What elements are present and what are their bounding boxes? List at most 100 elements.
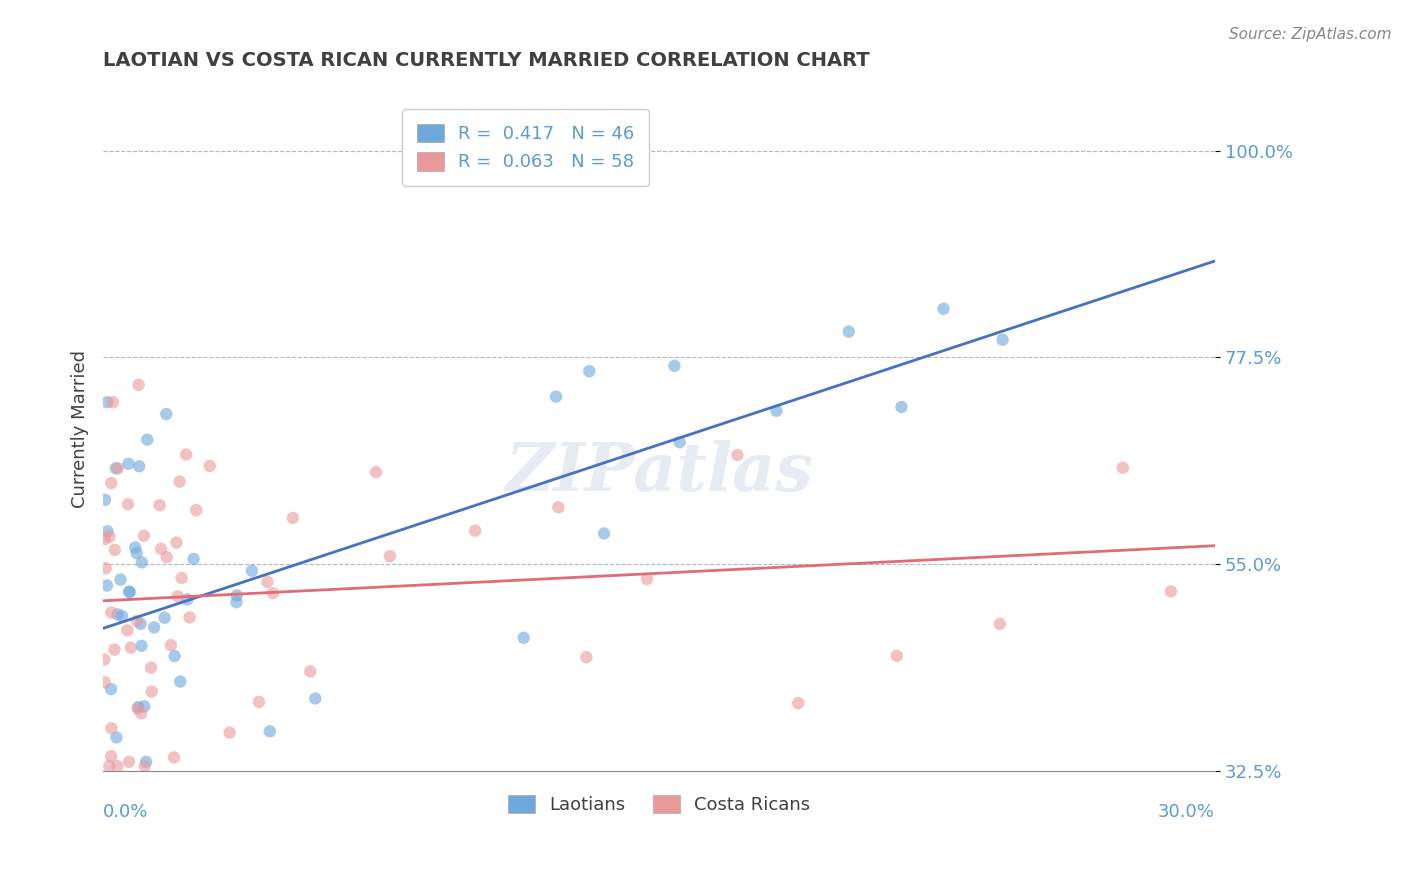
Point — [93, 532, 115, 546]
Point — [129, 616, 152, 631]
Point — [98, 759, 121, 773]
Point — [124, 541, 146, 555]
Point — [107, 607, 129, 622]
Point — [141, 684, 163, 698]
Point — [160, 638, 183, 652]
Point — [838, 325, 860, 339]
Point — [131, 639, 153, 653]
Point — [259, 724, 281, 739]
Point — [101, 395, 124, 409]
Point — [128, 459, 150, 474]
Point — [103, 642, 125, 657]
Point — [100, 721, 122, 735]
Point — [512, 631, 534, 645]
Text: LAOTIAN VS COSTA RICAN CURRENTLY MARRIED CORRELATION CHART: LAOTIAN VS COSTA RICAN CURRENTLY MARRIED… — [103, 51, 870, 70]
Point — [166, 535, 188, 549]
Point — [304, 691, 326, 706]
Point — [100, 606, 122, 620]
Point — [135, 755, 157, 769]
Point — [183, 552, 205, 566]
Point — [100, 476, 122, 491]
Point — [110, 573, 132, 587]
Point — [93, 675, 115, 690]
Point — [886, 648, 908, 663]
Point — [186, 503, 208, 517]
Point — [129, 706, 152, 721]
Point — [118, 585, 141, 599]
Point — [104, 461, 127, 475]
Point — [225, 595, 247, 609]
Point — [120, 640, 142, 655]
Point — [118, 755, 141, 769]
Point — [988, 616, 1011, 631]
Point — [100, 682, 122, 697]
Text: Source: ZipAtlas.com: Source: ZipAtlas.com — [1229, 27, 1392, 42]
Point — [225, 588, 247, 602]
Point — [117, 624, 139, 638]
Point — [218, 725, 240, 739]
Text: 30.0%: 30.0% — [1159, 803, 1215, 821]
Point — [132, 529, 155, 543]
Point — [96, 524, 118, 539]
Point — [932, 301, 955, 316]
Legend: Laotians, Costa Ricans: Laotians, Costa Ricans — [499, 786, 820, 823]
Point — [117, 497, 139, 511]
Point — [139, 660, 162, 674]
Point — [240, 564, 263, 578]
Text: ZIPatlas: ZIPatlas — [505, 440, 813, 505]
Point — [153, 611, 176, 625]
Point — [464, 524, 486, 538]
Point — [136, 433, 159, 447]
Point — [547, 500, 569, 515]
Point — [156, 550, 179, 565]
Point — [111, 609, 134, 624]
Point — [1112, 460, 1135, 475]
Point — [174, 448, 197, 462]
Point — [378, 549, 401, 564]
Point — [96, 578, 118, 592]
Point — [727, 448, 749, 462]
Point — [125, 546, 148, 560]
Point — [143, 620, 166, 634]
Point — [765, 403, 787, 417]
Point — [127, 700, 149, 714]
Point — [281, 511, 304, 525]
Point — [107, 461, 129, 475]
Point — [991, 333, 1014, 347]
Point — [134, 759, 156, 773]
Point — [105, 759, 128, 773]
Point — [155, 407, 177, 421]
Point — [150, 541, 173, 556]
Point — [166, 589, 188, 603]
Point — [117, 457, 139, 471]
Point — [93, 652, 115, 666]
Y-axis label: Currently Married: Currently Married — [72, 350, 89, 508]
Point — [544, 390, 567, 404]
Point — [256, 574, 278, 589]
Point — [149, 498, 172, 512]
Point — [96, 395, 118, 409]
Point — [105, 731, 128, 745]
Point — [668, 435, 690, 450]
Point — [104, 542, 127, 557]
Point — [94, 561, 117, 575]
Point — [163, 649, 186, 664]
Point — [664, 359, 686, 373]
Point — [94, 492, 117, 507]
Point — [163, 750, 186, 764]
Point — [169, 674, 191, 689]
Point — [575, 650, 598, 665]
Text: 0.0%: 0.0% — [103, 803, 149, 821]
Point — [170, 571, 193, 585]
Point — [176, 592, 198, 607]
Point — [127, 701, 149, 715]
Point — [364, 465, 387, 479]
Point — [100, 749, 122, 764]
Point — [262, 586, 284, 600]
Point — [169, 475, 191, 489]
Point — [787, 696, 810, 710]
Point — [179, 610, 201, 624]
Point — [299, 665, 322, 679]
Point — [128, 377, 150, 392]
Point — [593, 526, 616, 541]
